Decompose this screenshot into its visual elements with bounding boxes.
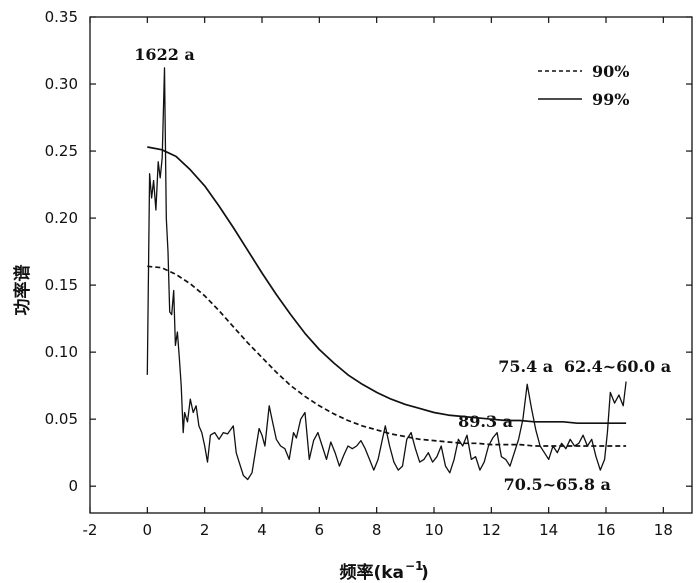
x-axis-title-superscript: −1 (405, 559, 423, 573)
series-line-power-spectrum (146, 67, 627, 481)
peak-annotation: 1622 a (134, 45, 194, 64)
plot-border (89, 16, 693, 514)
y-axis-title: 功率谱 (12, 265, 33, 316)
plot-frame (89, 16, 693, 514)
x-tick-label: -2 (83, 521, 98, 539)
peak-annotation: 75.4 a (498, 357, 553, 376)
x-axis-ticks: -2 0 2 4 6 8 10 12 14 16 18 (83, 17, 673, 539)
peak-annotation: 70.5~65.8 a (504, 475, 611, 494)
peak-annotation: 62.4~60.0 a (564, 357, 671, 376)
x-tick-label: 10 (424, 521, 443, 539)
x-tick-label: 6 (315, 521, 325, 539)
y-axis-ticks: 0 0.05 0.10 0.15 0.20 0.25 0.30 0.35 (45, 8, 692, 495)
x-tick-label: 18 (654, 521, 673, 539)
x-tick-label: 0 (143, 521, 153, 539)
series-line-99- (147, 146, 627, 425)
series-lines (146, 67, 627, 481)
x-axis-title: 频率(ka (339, 562, 404, 583)
x-tick-label: 16 (596, 521, 615, 539)
x-tick-label: 12 (482, 521, 501, 539)
x-tick-label: 4 (257, 521, 267, 539)
x-tick-label: 8 (372, 521, 382, 539)
y-tick-label: 0.25 (45, 142, 78, 160)
legend: 90% 99% (538, 62, 629, 109)
y-tick-label: 0 (68, 477, 78, 495)
y-tick-label: 0.20 (45, 209, 78, 227)
y-tick-label: 0.30 (45, 75, 78, 93)
series-line-90- (147, 265, 627, 447)
peak-annotation: 89.3 a (458, 412, 513, 431)
y-tick-label: 0.10 (45, 343, 78, 361)
legend-label-90: 90% (592, 62, 629, 81)
x-tick-label: 2 (200, 521, 210, 539)
x-axis-title-close: ) (421, 563, 429, 583)
y-tick-label: 0.05 (45, 410, 78, 428)
y-tick-label: 0.35 (45, 8, 78, 26)
y-tick-label: 0.15 (45, 276, 78, 294)
legend-label-99: 99% (592, 90, 629, 109)
x-tick-label: 14 (539, 521, 558, 539)
peak-annotations: 1622 a 89.3 a 75.4 a 62.4~60.0 a 70.5~65.8 a (134, 45, 671, 494)
